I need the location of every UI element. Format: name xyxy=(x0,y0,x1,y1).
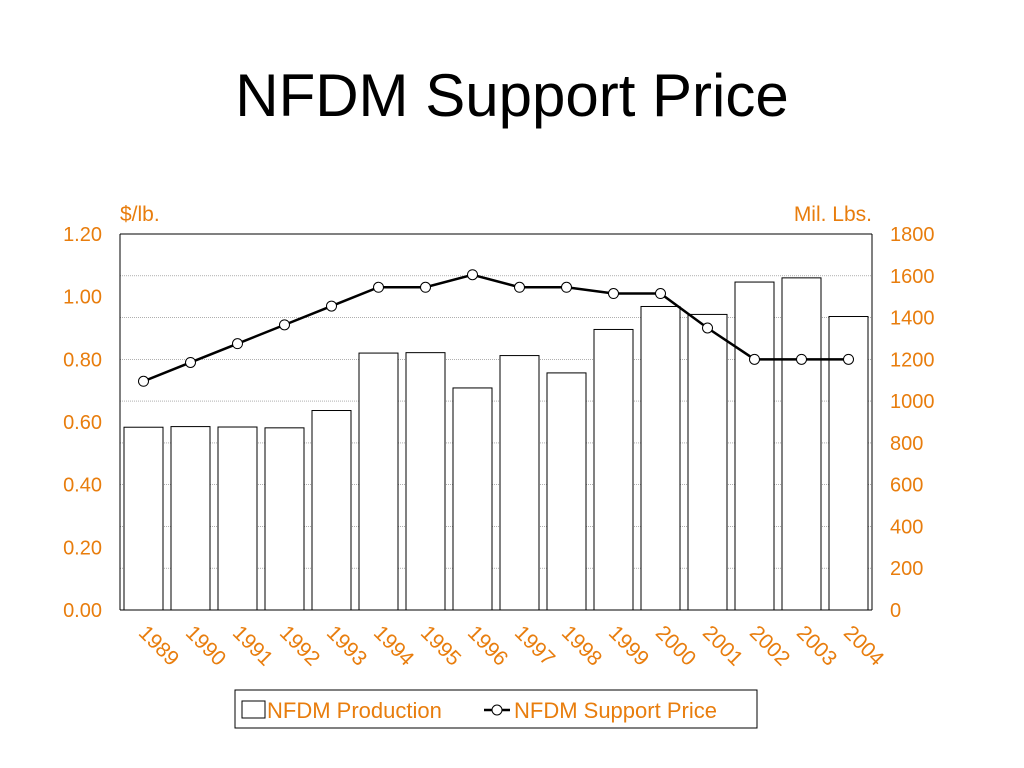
point-2002 xyxy=(749,353,760,365)
right-tick-label: 1400 xyxy=(890,308,935,330)
point-1989 xyxy=(138,375,149,387)
bar-2000 xyxy=(640,305,681,611)
bar-1998 xyxy=(546,372,587,611)
legend-label-support-price: NFDM Support Price xyxy=(514,698,717,723)
bar-1994 xyxy=(358,352,399,611)
point-1999 xyxy=(608,288,619,300)
bar-2003 xyxy=(781,277,822,611)
x-tick-1993: 1993 xyxy=(322,621,371,670)
point-1992 xyxy=(279,319,290,331)
bar-2002 xyxy=(734,281,775,611)
x-tick-1989: 1989 xyxy=(134,621,183,670)
legend: NFDM Production NFDM Support Price xyxy=(234,689,758,729)
bar-1997 xyxy=(499,355,540,611)
bar-1995 xyxy=(405,352,446,611)
x-tick-1992: 1992 xyxy=(275,621,324,670)
point-1996 xyxy=(467,269,478,281)
right-tick-label: 400 xyxy=(890,516,923,538)
x-tick-1990: 1990 xyxy=(181,621,230,670)
left-axis-title: $/lb. xyxy=(120,203,160,226)
point-1998 xyxy=(561,281,572,293)
bar-1999 xyxy=(593,328,634,611)
x-tick-1999: 1999 xyxy=(604,621,653,670)
slide-title: NFDM Support Price xyxy=(235,62,789,129)
point-1995 xyxy=(420,281,431,293)
right-tick-label: 1600 xyxy=(890,266,935,288)
point-2001 xyxy=(702,322,713,334)
point-2000 xyxy=(655,288,666,300)
right-axis-tick-labels: 0 200 400 600 800 1000 1200 1400 1600 1800 xyxy=(890,224,935,622)
point-1990 xyxy=(185,356,196,368)
x-tick-2003: 2003 xyxy=(792,621,841,670)
x-tick-1996: 1996 xyxy=(463,621,512,670)
left-tick-label: 0.00 xyxy=(63,600,102,622)
bar-1992 xyxy=(264,427,305,611)
x-tick-1998: 1998 xyxy=(557,621,606,670)
production-bars xyxy=(123,277,869,611)
left-tick-label: 0.80 xyxy=(63,349,102,371)
left-tick-label: 0.20 xyxy=(63,537,102,559)
legend-label-production: NFDM Production xyxy=(267,698,442,723)
right-tick-label: 1000 xyxy=(890,391,935,413)
x-tick-2000: 2000 xyxy=(651,621,700,670)
bar-1989 xyxy=(123,426,164,611)
x-tick-1995: 1995 xyxy=(416,621,465,670)
legend-swatch-support-price-marker xyxy=(491,704,503,716)
right-tick-label: 1800 xyxy=(890,224,935,246)
point-2004 xyxy=(843,353,854,365)
point-1993 xyxy=(326,300,337,312)
right-tick-label: 800 xyxy=(890,433,923,455)
x-tick-1997: 1997 xyxy=(510,621,559,670)
left-axis-tick-labels: 0.00 0.20 0.40 0.60 0.80 1.00 1.20 xyxy=(63,224,102,622)
right-tick-label: 1200 xyxy=(890,349,935,371)
right-tick-label: 200 xyxy=(890,558,923,580)
bar-1990 xyxy=(170,426,211,611)
right-tick-label: 0 xyxy=(890,600,901,622)
point-1991 xyxy=(232,338,243,350)
right-tick-label: 600 xyxy=(890,475,923,497)
bar-1996 xyxy=(452,387,493,611)
x-tick-2001: 2001 xyxy=(698,621,747,670)
support-price-polyline xyxy=(143,273,849,383)
point-1997 xyxy=(514,281,525,293)
x-tick-2002: 2002 xyxy=(745,621,794,670)
x-axis-tick-labels: 1989199019911992199319941995199619971998… xyxy=(134,621,889,671)
left-tick-label: 0.40 xyxy=(63,475,102,497)
left-tick-label: 0.60 xyxy=(63,412,102,434)
bar-1993 xyxy=(311,410,352,611)
bar-2001 xyxy=(687,313,728,611)
legend-swatch-production xyxy=(241,700,266,719)
x-tick-1991: 1991 xyxy=(228,621,277,670)
left-tick-label: 1.00 xyxy=(63,287,102,309)
right-axis-title: Mil. Lbs. xyxy=(794,203,872,226)
point-2003 xyxy=(796,353,807,365)
support-price-line xyxy=(138,269,854,387)
point-1994 xyxy=(373,281,384,293)
x-tick-2004: 2004 xyxy=(839,621,889,671)
bar-1991 xyxy=(217,426,258,611)
left-tick-label: 1.20 xyxy=(63,224,102,246)
x-tick-1994: 1994 xyxy=(369,621,419,671)
